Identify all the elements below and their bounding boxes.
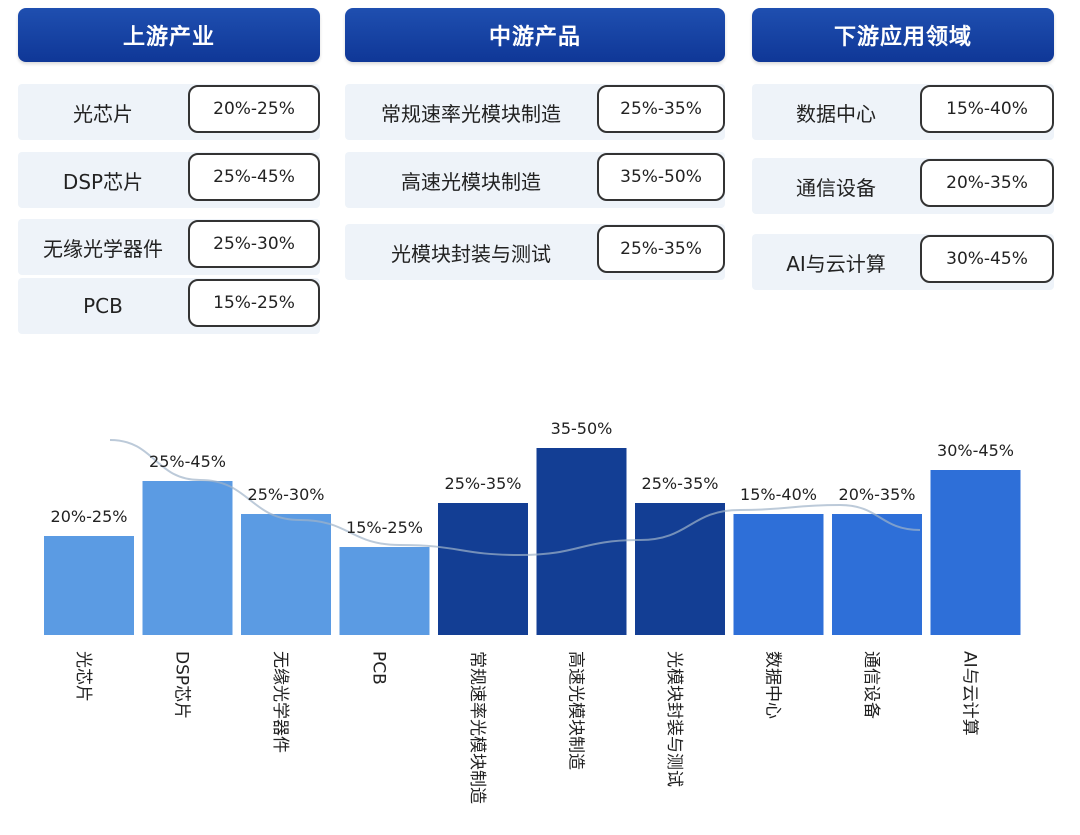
upstream-header: 上游产业 (18, 8, 320, 62)
upstream-row-3: 无缘光学器件 25%-30% (18, 219, 320, 275)
row-value: 20%-25% (188, 85, 320, 133)
bar-value-label: 35-50% (551, 419, 613, 438)
row-name: DSP芯片 (62, 169, 144, 194)
row-name: 无缘光学器件 (43, 236, 163, 261)
row-value: 25%-45% (188, 153, 320, 201)
row-name: 常规速率光模块制造 (381, 101, 561, 126)
row-value: 20%-35% (920, 159, 1054, 207)
midstream-row-2: 高速光模块制造 35%-50% (345, 152, 725, 208)
bar-7 (635, 503, 725, 635)
midstream-row-3: 光模块封装与测试 25%-35% (345, 224, 725, 280)
row-value: 30%-45% (920, 235, 1054, 283)
x-tick-labels-group: 光芯片 DSP芯片 无缘光学器件 PCB 常规速率光模块制造 高速光模块制造 光模块封装与测… (73, 651, 980, 804)
bar-value-label: 20%-35% (839, 485, 916, 504)
bar-4 (339, 547, 430, 635)
x-tick-label: 数据中心 (763, 651, 783, 719)
x-tick-label: 光模块封装与测试 (664, 651, 684, 787)
row-name: PCB (83, 294, 123, 318)
row-value: 15%-40% (920, 85, 1054, 133)
row-name: 高速光模块制造 (401, 169, 541, 194)
bar-10 (930, 470, 1021, 635)
x-tick-label: DSP芯片 (172, 651, 192, 719)
midstream-column: 中游产品 常规速率光模块制造 25%-35% 高速光模块制造 35%-50% 光… (345, 8, 725, 280)
row-value: 25%-35% (597, 225, 725, 273)
row-value: 25%-35% (597, 85, 725, 133)
bar-value-label: 25%-35% (445, 474, 522, 493)
x-tick-label: 常规速率光模块制造 (467, 651, 487, 804)
downstream-row-1: 数据中心 15%-40% (752, 84, 1054, 140)
bar-2 (142, 481, 233, 635)
x-tick-label: 无缘光学器件 (270, 651, 290, 753)
row-name: AI与云计算 (786, 251, 886, 276)
bar-9 (832, 514, 922, 635)
bar-value-label: 30%-45% (937, 441, 1014, 460)
x-tick-label: AI与云计算 (960, 651, 980, 736)
bars-group (44, 448, 1021, 635)
downstream-row-2: 通信设备 20%-35% (752, 158, 1054, 214)
bar-8 (733, 514, 824, 635)
bar-5 (438, 503, 528, 635)
row-value: 25%-30% (188, 220, 320, 268)
x-tick-label: 通信设备 (861, 651, 881, 719)
row-value: 15%-25% (188, 279, 320, 327)
bar-value-label: 15%-25% (346, 518, 423, 537)
upstream-column: 上游产业 光芯片 20%-25% DSP芯片 25%-45% 无缘光学器件 25… (18, 8, 320, 334)
midstream-header: 中游产品 (345, 8, 725, 62)
bar-value-label: 25%-35% (642, 474, 719, 493)
upstream-row-2: DSP芯片 25%-45% (18, 152, 320, 208)
x-tick-label: 高速光模块制造 (566, 651, 586, 770)
trend-curve (109, 439, 921, 557)
row-name: 数据中心 (796, 101, 876, 126)
x-tick-label: PCB (369, 651, 389, 685)
bar-value-label: 25%-30% (248, 485, 325, 504)
downstream-header: 下游应用领域 (752, 8, 1054, 62)
upstream-row-1: 光芯片 20%-25% (18, 84, 320, 140)
row-name: 通信设备 (796, 175, 876, 200)
downstream-column: 下游应用领域 数据中心 15%-40% 通信设备 20%-35% AI与云计算 … (752, 8, 1054, 290)
bar-3 (241, 514, 331, 635)
bar-labels-group: 20%-25% 25%-45% 25%-30% 15%-25% 25%-35% 35-50… (51, 419, 1014, 537)
bar-1 (44, 536, 134, 635)
midstream-row-1: 常规速率光模块制造 25%-35% (345, 84, 725, 140)
bar-value-label: 20%-25% (51, 507, 128, 526)
upstream-row-4: PCB 15%-25% (18, 278, 320, 334)
row-name: 光芯片 (73, 101, 133, 126)
bar-value-label: 25%-45% (149, 452, 226, 471)
row-value: 35%-50% (597, 153, 725, 201)
row-name: 光模块封装与测试 (391, 241, 551, 266)
x-tick-label: 光芯片 (73, 651, 93, 702)
bar-chart: 20%-25% 25%-45% 25%-30% 15%-25% 25%-35% 35-50… (44, 419, 1021, 804)
bar-value-label: 15%-40% (740, 485, 817, 504)
downstream-row-3: AI与云计算 30%-45% (752, 234, 1054, 290)
